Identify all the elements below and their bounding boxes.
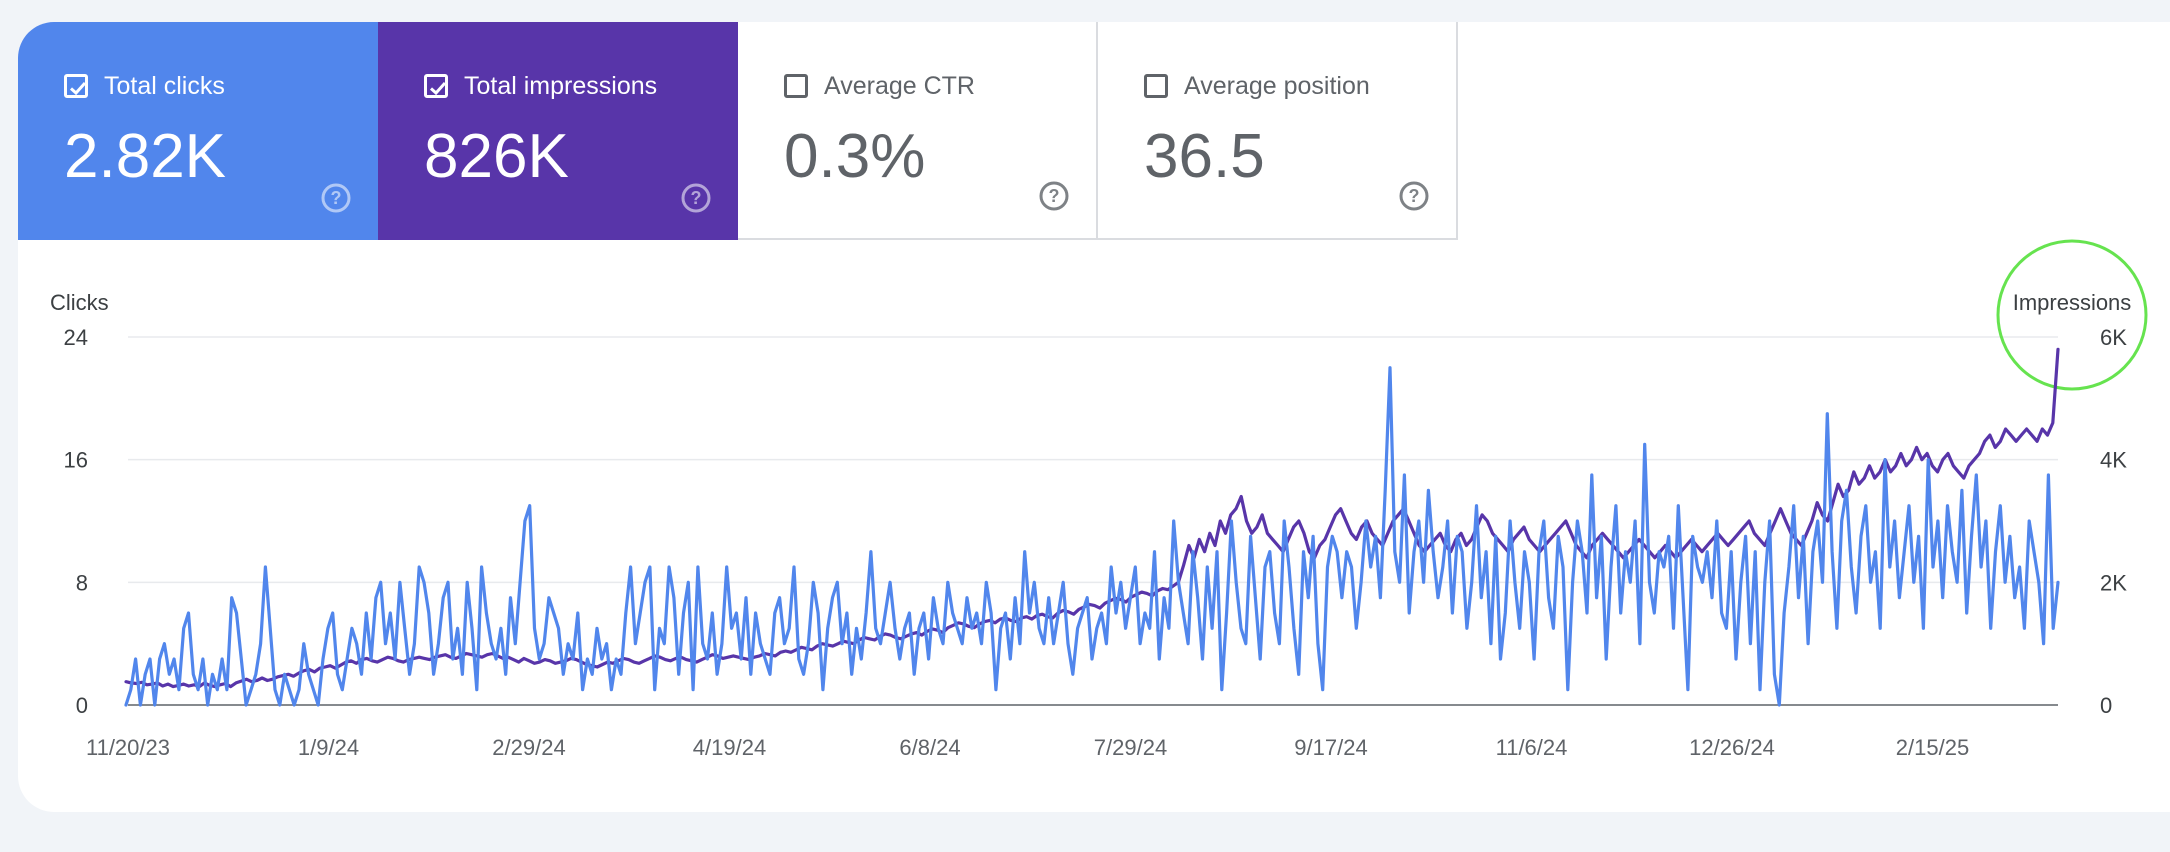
- y-tick-left: 16: [64, 448, 88, 473]
- clicks-series-line: [124, 366, 2060, 707]
- metric-value: 826K: [424, 122, 569, 191]
- metric-total-impressions[interactable]: Total impressions 826K ?: [378, 22, 738, 240]
- highlight-circle: [1996, 239, 2148, 391]
- y-axis-title-left: Clicks: [50, 290, 109, 315]
- checkbox-checked-icon[interactable]: [424, 74, 448, 98]
- svg-text:?: ?: [1409, 186, 1420, 206]
- metric-label: Average position: [1184, 72, 1370, 100]
- y-tick-right: 2K: [2100, 570, 2127, 595]
- y-tick-right: 4K: [2100, 448, 2127, 473]
- x-tick-label: 2/29/24: [492, 735, 565, 760]
- performance-chart: 0 0 8 2K 16 4K 24 6K Clicks Impressions 11/20/23 1/…: [50, 239, 2148, 760]
- checkbox-unchecked-icon[interactable]: [1144, 74, 1168, 98]
- metric-value: 0.3%: [784, 122, 926, 191]
- metric-value: 2.82K: [64, 122, 227, 191]
- x-tick-label: 11/6/24: [1496, 735, 1568, 760]
- metric-average-position[interactable]: Average position 36.5 ?: [1098, 22, 1458, 240]
- y-tick-right: 6K: [2100, 325, 2127, 350]
- x-tick-label: 2/15/25: [1896, 735, 1969, 760]
- svg-text:?: ?: [691, 188, 702, 208]
- performance-card: 0 0 8 2K 16 4K 24 6K Clicks Impressions 11/20/23 1/…: [18, 22, 2170, 812]
- y-axis-title-right: Impressions: [2013, 290, 2132, 315]
- metric-value: 36.5: [1144, 122, 1265, 191]
- metric-tabs: Total clicks 2.82K ? Total impressions 8…: [18, 22, 1458, 240]
- svg-text:?: ?: [1049, 186, 1060, 206]
- x-tick-label: 1/9/24: [298, 735, 359, 760]
- y-tick-left: 0: [76, 693, 88, 718]
- svg-text:?: ?: [331, 188, 342, 208]
- checkbox-checked-icon[interactable]: [64, 74, 88, 98]
- x-tick-label: 12/26/24: [1689, 735, 1775, 760]
- metric-total-clicks[interactable]: Total clicks 2.82K ?: [18, 22, 378, 240]
- metric-average-ctr[interactable]: Average CTR 0.3% ?: [738, 22, 1098, 240]
- help-icon[interactable]: ?: [1038, 180, 1070, 212]
- y-tick-right: 0: [2100, 693, 2112, 718]
- y-tick-left: 24: [64, 325, 88, 350]
- x-tick-label: 11/20/23: [86, 735, 170, 760]
- help-icon[interactable]: ?: [680, 182, 712, 214]
- metric-label: Total clicks: [104, 72, 225, 100]
- y-tick-left: 8: [76, 570, 88, 595]
- x-tick-label: 6/8/24: [899, 735, 960, 760]
- help-icon[interactable]: ?: [1398, 180, 1430, 212]
- x-tick-label: 4/19/24: [693, 735, 766, 760]
- checkbox-unchecked-icon[interactable]: [784, 74, 808, 98]
- impressions-series-line: [124, 347, 2060, 689]
- metric-label: Total impressions: [464, 72, 658, 100]
- x-tick-label: 9/17/24: [1294, 735, 1367, 760]
- x-tick-label: 7/29/24: [1094, 735, 1167, 760]
- metric-label: Average CTR: [824, 72, 975, 100]
- help-icon[interactable]: ?: [320, 182, 352, 214]
